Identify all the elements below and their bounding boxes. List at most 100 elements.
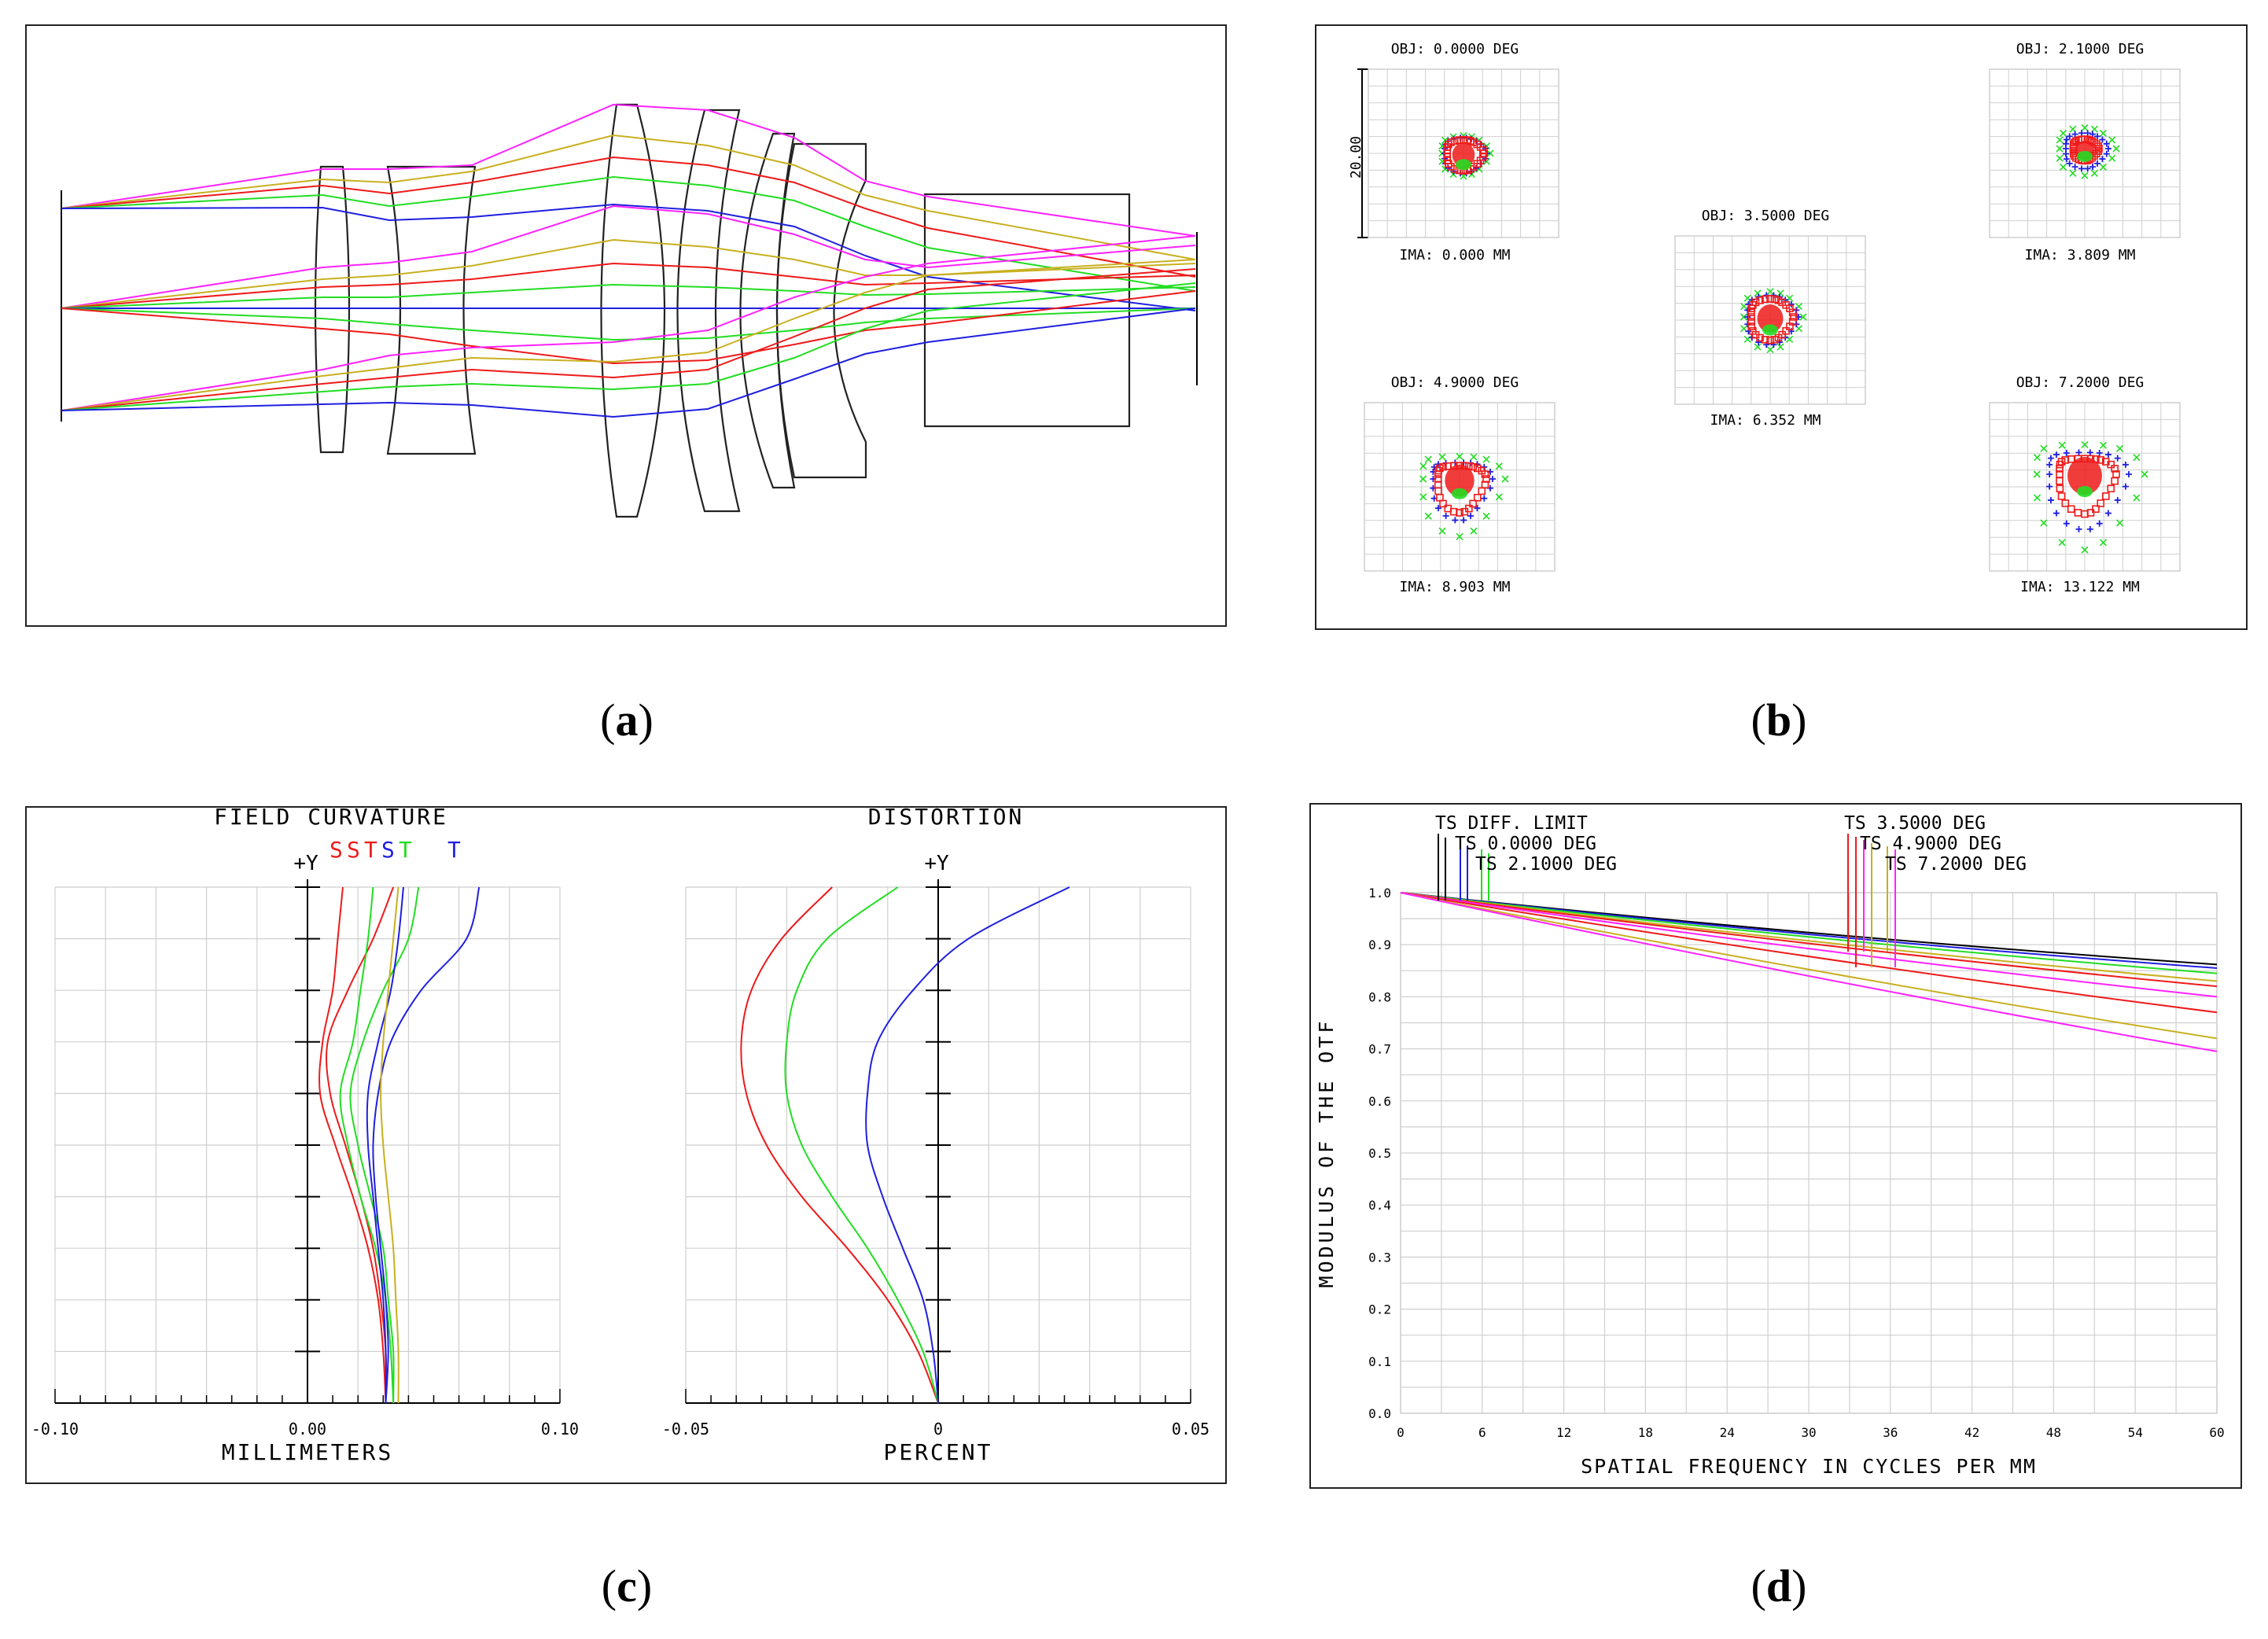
spot-field-1: OBJ: 2.1000 DEG IMA: 3.809 MM xyxy=(1989,41,2181,263)
spot-ima-label: IMA: 0.000 MM xyxy=(1400,247,1511,263)
x-tick-label: 30 xyxy=(1801,1425,1816,1440)
ray-top-red xyxy=(61,156,1196,278)
ray-top-green xyxy=(61,175,1196,292)
y-tick-label: 0.5 xyxy=(1368,1146,1391,1161)
mtf-plot-frame xyxy=(1400,892,2218,1414)
ray-mid-yellow xyxy=(61,238,1196,309)
x-tick-label: 6 xyxy=(1478,1425,1486,1440)
ray-top-yellow xyxy=(61,134,1196,260)
y-axis-label: +Y xyxy=(924,852,949,875)
ray-bot-green xyxy=(61,282,1196,411)
legend-letter: T xyxy=(447,837,461,863)
field-curvature-plot: FIELD CURVATURE+YS S T S T T-0.10 0.00 0.10MILL… xyxy=(31,804,579,1465)
curve-t-blue xyxy=(372,886,480,1404)
y-tick-label: 0.1 xyxy=(1368,1354,1391,1369)
panel-c-aberrations: FIELD CURVATURE+YS S T S T T-0.10 0.00 0.10MILL… xyxy=(25,804,1227,1484)
ray-bot-red xyxy=(61,268,1196,411)
distortion-plot: DISTORTION +Y -0.05 0 0.05 PERCENT xyxy=(662,804,1209,1465)
curve-green xyxy=(784,886,939,1404)
spot-field-4: OBJ: 7.2000 DEG IMA: 13.122 MM xyxy=(1989,374,2181,595)
x-axis-label: SPATIAL FREQUENCY IN CYCLES PER MM xyxy=(1581,1455,2037,1478)
x-tick-label: 0.05 xyxy=(1172,1420,1209,1438)
lens-element-6 xyxy=(775,142,867,479)
y-tick-label: 0.0 xyxy=(1368,1406,1391,1421)
panel-b-spot-diagram: 20.00 OBJ: 0.0000 DEG IMA: 0.000 MM OBJ: 2… xyxy=(1315,24,2248,630)
y-tick-label: 0.2 xyxy=(1368,1302,1391,1317)
y-tick-label: 0.9 xyxy=(1368,937,1391,952)
ray-bundles xyxy=(61,103,1196,418)
y-tick-label: 0.7 xyxy=(1368,1042,1391,1057)
curve-blue xyxy=(865,886,1070,1404)
spot-obj-label: OBJ: 4.9000 DEG xyxy=(1391,374,1519,391)
mtf-curve-7-2000-deg-s xyxy=(1400,892,2218,1040)
plot-title: DISTORTION xyxy=(868,804,1025,830)
legend-letter: S xyxy=(381,837,395,863)
y-tick-label: 1.0 xyxy=(1368,886,1391,901)
x-tick-label: 0.10 xyxy=(541,1420,579,1438)
spot-field-2: OBJ: 3.5000 DEG IMA: 6.352 MM xyxy=(1674,208,1866,429)
panel-a-lens-layout xyxy=(25,24,1227,627)
mtf-legend-label: TS 3.5000 DEG xyxy=(1844,813,1986,834)
ray-mid-green xyxy=(61,283,1196,309)
x-tick-label: 18 xyxy=(1638,1425,1653,1440)
mtf-curve-2-1000-deg-t xyxy=(1400,892,2218,974)
x-tick-label: 42 xyxy=(1964,1425,1979,1440)
mtf-legend-label: TS 2.1000 DEG xyxy=(1475,854,1617,875)
y-tick-label: 0.3 xyxy=(1368,1250,1391,1265)
lens-element-3 xyxy=(600,103,666,518)
curve-s-red xyxy=(318,886,387,1404)
ray-top-magenta xyxy=(61,103,1196,237)
scale-label: 20.00 xyxy=(1348,136,1364,179)
mtf-legend-label: TS 7.2000 DEG xyxy=(1885,854,2027,875)
mtf-legend-label: TS 0.0000 DEG xyxy=(1455,834,1596,854)
spot-field-3: OBJ: 4.9000 DEG IMA: 8.903 MM xyxy=(1364,374,1556,595)
panel-a-frame xyxy=(25,24,1227,627)
y-tick-label: 0.4 xyxy=(1368,1198,1391,1213)
spot-ima-label: IMA: 8.903 MM xyxy=(1400,579,1511,595)
mtf-curve-4-9000-deg-t xyxy=(1400,892,2218,1014)
panel-d-mtf: 0 6 12 18 24 30 36 42 48 54 60 0.0 0.1 0.2 0.3 0.4 0.5 0.… xyxy=(1309,803,2242,1489)
y-axis-label: +Y xyxy=(293,852,318,875)
x-tick-label: 0 xyxy=(1397,1425,1405,1440)
x-axis-label: MILLIMETERS xyxy=(222,1439,393,1465)
curve-s-blue xyxy=(366,886,404,1404)
curve-s-green xyxy=(339,886,395,1404)
spot-field-0: OBJ: 0.0000 DEG IMA: 0.000 MM xyxy=(1368,41,1559,263)
spot-ima-label: IMA: 13.122 MM xyxy=(2020,579,2140,595)
x-tick-label: 12 xyxy=(1556,1425,1571,1440)
mtf-legend-label: TS DIFF. LIMIT xyxy=(1435,813,1588,834)
x-tick-label: 24 xyxy=(1720,1425,1735,1440)
y-axis-label: MODULUS OF THE OTF xyxy=(1315,1018,1338,1288)
spot-obj-label: OBJ: 7.2000 DEG xyxy=(2016,374,2145,391)
x-tick-label: -0.05 xyxy=(662,1420,709,1438)
curve-s-yellow xyxy=(380,886,399,1404)
mtf-legend-label: TS 4.9000 DEG xyxy=(1860,834,2001,854)
ray-bot-blue xyxy=(61,308,1196,418)
x-tick-label: 54 xyxy=(2128,1425,2143,1440)
ray-mid-magenta xyxy=(61,204,1196,309)
spot-ima-label: IMA: 6.352 MM xyxy=(1710,412,1821,429)
mtf-curve-7-2000-deg-t xyxy=(1400,892,2218,1052)
lens-element-2 xyxy=(386,165,477,455)
x-tick-label: 0 xyxy=(933,1420,943,1438)
x-tick-label: 60 xyxy=(2209,1425,2224,1440)
x-axis-label: PERCENT xyxy=(883,1439,992,1465)
panel-label-d: (d) xyxy=(1751,1560,1807,1611)
panel-label-a: (a) xyxy=(600,694,654,746)
x-tick-label: -0.10 xyxy=(31,1420,79,1438)
panel-label-c: (c) xyxy=(602,1560,652,1611)
mtf-plot: 0 6 12 18 24 30 36 42 48 54 60 0.0 0.1 0.2 0.3 0.4 0.5 0.… xyxy=(1315,813,2225,1478)
mtf-curve-4-9000-deg-s xyxy=(1400,892,2218,998)
x-tick-label: 0.00 xyxy=(289,1420,326,1438)
legend-letter: T xyxy=(364,837,377,863)
panel-label-b: (b) xyxy=(1751,694,1807,746)
x-tick-label: 48 xyxy=(2046,1425,2061,1440)
y-tick-label: 0.6 xyxy=(1368,1094,1391,1109)
legend-letter: S xyxy=(330,837,343,863)
curve-red xyxy=(740,886,939,1404)
lens-element-1 xyxy=(314,165,351,454)
legend-letter: S xyxy=(347,837,360,863)
legend-letter: T xyxy=(399,837,412,863)
spot-obj-label: OBJ: 3.5000 DEG xyxy=(1702,208,1830,224)
ray-bot-magenta xyxy=(61,235,1196,411)
